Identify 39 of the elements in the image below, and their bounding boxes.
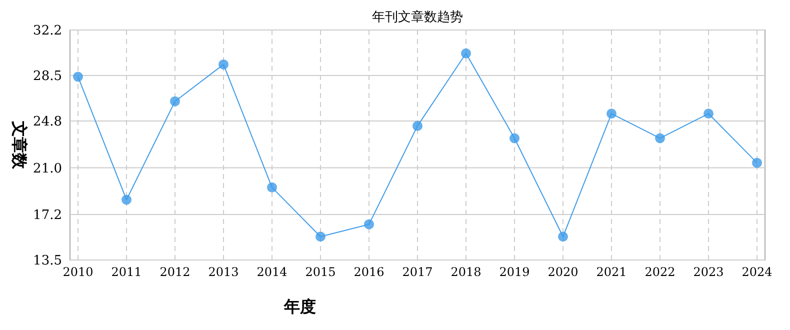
- x-tick-label: 2016: [354, 265, 384, 279]
- point: [73, 72, 83, 82]
- y-tick-label: 24.8: [33, 114, 62, 130]
- x-tick-label: 2013: [208, 265, 239, 279]
- point: [510, 133, 520, 144]
- x-tick-label: 2014: [256, 265, 288, 279]
- point: [461, 48, 471, 58]
- y-tick-label: 17.2: [33, 208, 62, 224]
- point: [218, 59, 228, 70]
- point: [412, 120, 422, 131]
- point: [606, 108, 616, 119]
- y-axis-title: 文章数: [10, 120, 29, 170]
- point: [267, 182, 277, 192]
- point: [752, 158, 762, 168]
- x-tick-label: 2022: [644, 265, 676, 279]
- y-tick-label: 21.0: [33, 161, 62, 176]
- x-tick-label: 2020: [548, 265, 578, 279]
- x-tick-label: 2015: [305, 265, 336, 279]
- x-axis-title: 年度: [283, 297, 316, 316]
- x-tick-label: 2012: [160, 265, 190, 279]
- point: [704, 108, 714, 119]
- point: [316, 232, 326, 242]
- y-tick-label: 28.5: [33, 69, 62, 84]
- point: [122, 194, 132, 205]
- point: [655, 133, 665, 144]
- chart-title: 年刊文章数趋势: [372, 10, 463, 25]
- x-tick-label: 2011: [111, 265, 142, 279]
- x-tick-label: 2017: [402, 265, 433, 279]
- x-tick-label: 2024: [742, 265, 773, 279]
- x-tick-label: 2018: [450, 265, 482, 279]
- point: [170, 96, 180, 106]
- y-tick-label: 32.2: [33, 24, 62, 39]
- x-tick-label: 2019: [499, 265, 530, 279]
- x-tick-label: 2023: [693, 265, 724, 279]
- y-tick-label: 13.5: [33, 254, 62, 269]
- point: [364, 219, 374, 230]
- point: [558, 232, 568, 242]
- x-tick-label: 2010: [62, 265, 94, 279]
- x-tick-label: 2021: [596, 265, 627, 279]
